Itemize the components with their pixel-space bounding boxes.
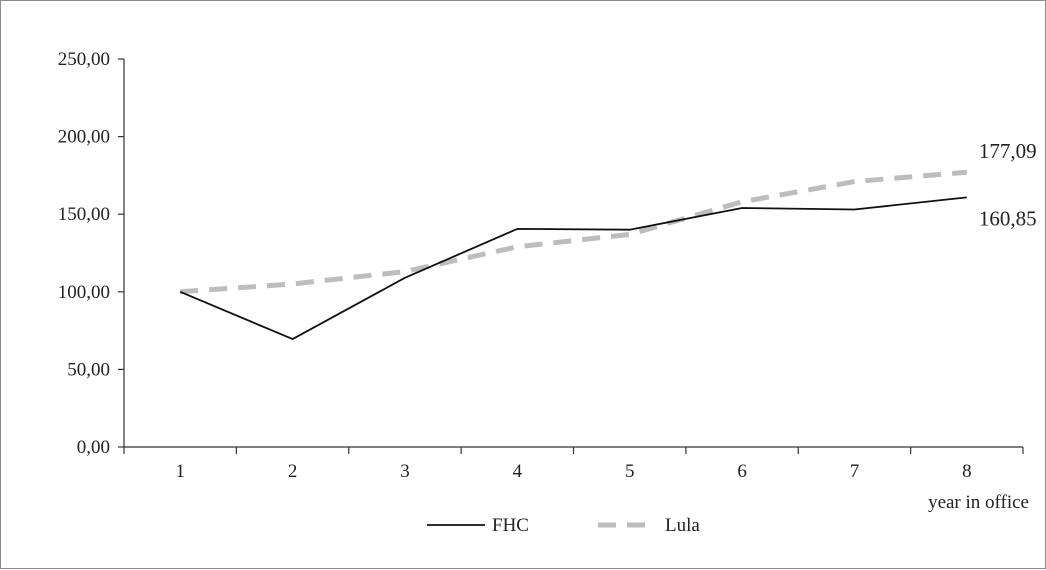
legend: FHC Lula	[427, 515, 700, 536]
y-tick-label: 0,00	[77, 437, 110, 458]
y-tick-label: 250,00	[58, 49, 110, 70]
legend-label-lula: Lula	[665, 515, 700, 536]
x-tick-label: 2	[288, 461, 298, 482]
x-tick-label: 4	[513, 461, 523, 482]
x-tick-label: 6	[737, 461, 747, 482]
x-tick-label: 3	[400, 461, 410, 482]
x-axis-title: year in office	[928, 492, 1029, 513]
y-tick-label: 100,00	[58, 282, 110, 303]
axes: 0,00 50,00 100,00 150,00 200,00 250,00 1 2 3 4 5 6 7…	[58, 49, 1029, 513]
y-tick-label: 200,00	[58, 127, 110, 148]
y-tick-label: 50,00	[67, 359, 110, 380]
series-line-fhc	[179, 196, 967, 341]
data-label-fhc: 160,85	[979, 206, 1037, 230]
series-line-lula	[180, 169, 968, 295]
x-tick-label: 1	[175, 461, 185, 482]
x-tick-label: 7	[850, 461, 860, 482]
x-tick-label: 8	[962, 461, 972, 482]
series-layer	[179, 169, 968, 341]
y-tick-label: 150,00	[58, 204, 110, 225]
x-tick-label: 5	[625, 461, 635, 482]
data-label-lula: 177,09	[979, 139, 1037, 163]
legend-label-fhc: FHC	[492, 515, 529, 536]
labels-layer: 177,09 160,85	[979, 139, 1037, 230]
